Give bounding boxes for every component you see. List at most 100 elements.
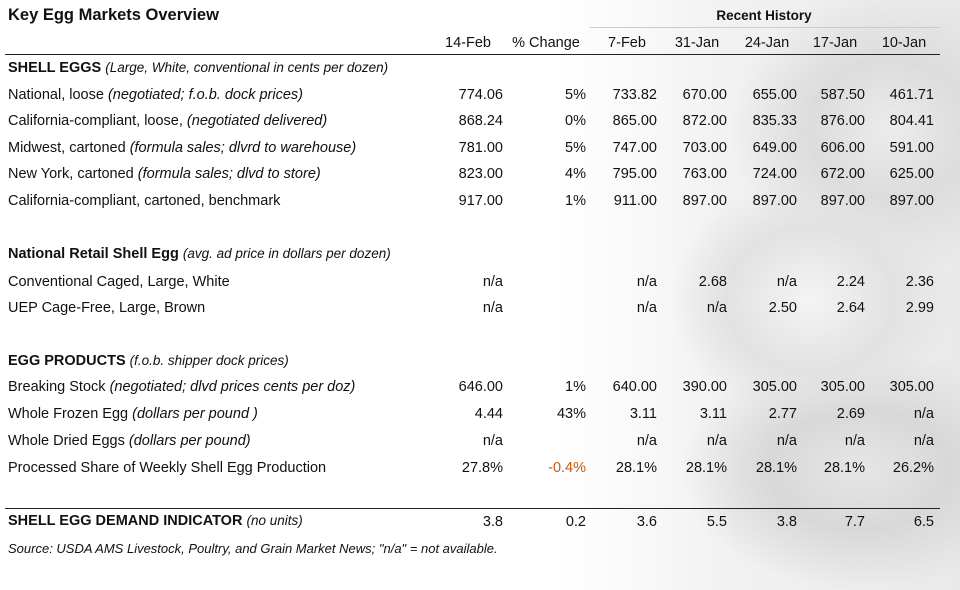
cell: 461.71 — [889, 87, 934, 103]
note: (f.o.b. shipper dock prices) — [129, 353, 289, 368]
cell: n/a — [776, 274, 797, 290]
note: (dollars per pound ) — [132, 406, 258, 422]
cell: 655.00 — [752, 87, 797, 103]
cell: n/a — [913, 433, 934, 449]
cell: 26.2% — [892, 460, 934, 476]
cell: n/a — [706, 433, 727, 449]
section-heading: EGG PRODUCTS (f.o.b. shipper dock prices… — [8, 352, 289, 370]
cell: 1% — [565, 193, 586, 209]
cell: 5% — [565, 87, 586, 103]
cell: 804.41 — [889, 113, 934, 129]
cell: 305.00 — [820, 379, 865, 395]
cell: n/a — [706, 300, 727, 316]
cell: 305.00 — [889, 379, 934, 395]
cell: 7.7 — [844, 514, 865, 530]
heading-text: SHELL EGG DEMAND INDICATOR — [8, 513, 243, 529]
cell: 28.1% — [685, 460, 727, 476]
cell: 3.6 — [636, 514, 657, 530]
cell: 703.00 — [682, 140, 727, 156]
cell: 672.00 — [820, 166, 865, 182]
cell: 911.00 — [613, 193, 657, 209]
cell: 28.1% — [615, 460, 657, 476]
cell: n/a — [636, 433, 657, 449]
cell: 4.44 — [474, 406, 503, 422]
cell: 917.00 — [458, 193, 503, 209]
cell: 606.00 — [820, 140, 865, 156]
row-label: Breaking Stock (negotiated; dlvd prices … — [8, 378, 355, 396]
cell: 2.24 — [836, 274, 865, 290]
cell: 3.11 — [699, 406, 727, 422]
cell: n/a — [636, 274, 657, 290]
cell: 897.00 — [752, 193, 797, 209]
cell: 649.00 — [752, 140, 797, 156]
note: (negotiated; dlvd prices cents per doz) — [109, 379, 356, 395]
row-label: Whole Dried Eggs (dollars per pound) — [8, 432, 251, 450]
cell: 587.50 — [820, 87, 865, 103]
cell: 5% — [565, 140, 586, 156]
cell: 747.00 — [612, 140, 657, 156]
row-label: California-compliant, cartoned, benchmar… — [8, 192, 280, 210]
cell: 872.00 — [682, 113, 727, 129]
row-label: Midwest, cartoned (formula sales; dlvrd … — [8, 139, 356, 157]
note: (dollars per pound) — [128, 433, 251, 449]
cell: 43% — [556, 406, 586, 422]
egg-background — [560, 0, 960, 590]
row-label: National, loose (negotiated; f.o.b. dock… — [8, 86, 303, 104]
label-text: New York, cartoned — [8, 166, 134, 182]
cell: 823.00 — [458, 166, 503, 182]
cell: 3.11 — [629, 406, 657, 422]
cell: 2.64 — [836, 300, 865, 316]
cell: -0.4% — [548, 460, 586, 476]
cell: 868.24 — [458, 113, 503, 129]
cell: 3.8 — [482, 514, 503, 530]
cell: 2.69 — [836, 406, 865, 422]
label-text: Whole Frozen Egg — [8, 406, 129, 422]
cell: 1% — [565, 379, 586, 395]
cell: 670.00 — [682, 87, 727, 103]
cell: 774.06 — [458, 87, 503, 103]
note: (negotiated; f.o.b. dock prices) — [107, 87, 304, 103]
cell: n/a — [913, 406, 934, 422]
column-header: % Change — [512, 35, 580, 51]
section-heading: SHELL EGG DEMAND INDICATOR (no units) — [8, 512, 303, 530]
divider — [5, 54, 940, 55]
cell: 28.1% — [755, 460, 797, 476]
heading-text: National Retail Shell Egg — [8, 246, 179, 262]
note: (formula sales; dlvd to store) — [137, 166, 321, 182]
column-header: 7-Feb — [608, 35, 646, 51]
cell: 763.00 — [682, 166, 727, 182]
cell: 865.00 — [612, 113, 657, 129]
cell: n/a — [636, 300, 657, 316]
column-header: 14-Feb — [445, 35, 491, 51]
cell: n/a — [482, 433, 503, 449]
cell: 724.00 — [752, 166, 797, 182]
heading-text: SHELL EGGS — [8, 60, 102, 76]
note: (formula sales; dlvrd to warehouse) — [129, 140, 357, 156]
cell: 733.82 — [612, 87, 657, 103]
note: (no units) — [246, 513, 303, 528]
row-label: New York, cartoned (formula sales; dlvd … — [8, 165, 321, 183]
cell: 28.1% — [823, 460, 865, 476]
cell: 591.00 — [889, 140, 934, 156]
label-text: Whole Dried Eggs — [8, 433, 125, 449]
cell: 5.5 — [706, 514, 727, 530]
column-header: 17-Jan — [812, 35, 858, 51]
divider — [590, 27, 940, 28]
label-text: National, loose — [8, 87, 104, 103]
label-text: Conventional Caged, Large, White — [8, 274, 230, 290]
cell: 2.50 — [768, 300, 797, 316]
label-text: UEP Cage-Free, Large, Brown — [8, 300, 206, 316]
cell: 390.00 — [682, 379, 727, 395]
cell: 0.2 — [565, 514, 586, 530]
column-header: 31-Jan — [674, 35, 720, 51]
cell: 897.00 — [889, 193, 934, 209]
cell: 2.99 — [905, 300, 934, 316]
cell: 795.00 — [612, 166, 657, 182]
cell: n/a — [776, 433, 797, 449]
cell: 0% — [565, 113, 586, 129]
cell: 897.00 — [682, 193, 727, 209]
cell: 2.36 — [905, 274, 934, 290]
cell: 2.77 — [768, 406, 797, 422]
note: (negotiated delivered) — [186, 113, 328, 129]
